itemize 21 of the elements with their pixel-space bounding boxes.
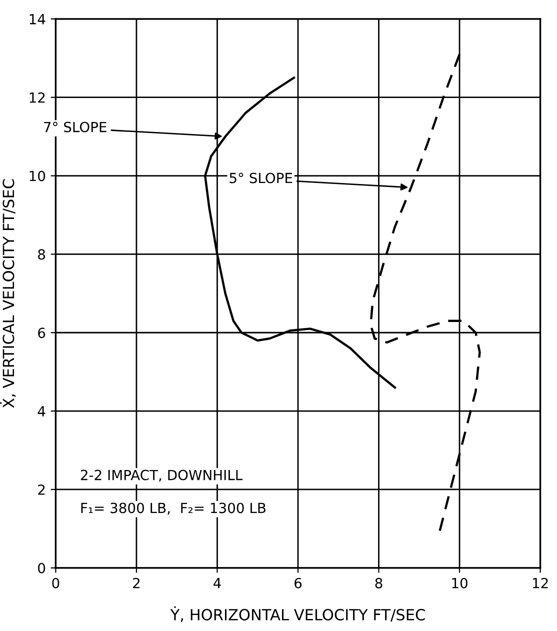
x-tick-label: 6: [294, 578, 302, 588]
y-tick-label: 12: [30, 92, 45, 103]
x-tick-label: 10: [452, 578, 468, 588]
y-tick-label: 8: [38, 249, 46, 260]
x-tick-label: 2: [133, 578, 140, 588]
annotation: F₁= 3800 LB, F₂= 1300 LB: [81, 502, 266, 515]
x-axis-title: Ẏ, HORIZONTAL VELOCITY FT/SEC: [170, 606, 425, 622]
y-axis-title: Ẋ, VERTICAL VELOCITY FT/SEC: [0, 179, 16, 408]
y-tick-label: 10: [30, 170, 46, 182]
text: 7° SLOPE: [44, 122, 106, 132]
text: 5° SLOPE: [230, 172, 292, 184]
y-tick-label: 4: [38, 406, 46, 416]
y-tick-label: 6: [38, 328, 46, 338]
y-tick-label: 2: [38, 484, 45, 495]
y-tick-label: 14: [30, 14, 46, 24]
x-tick-label: 4: [213, 578, 221, 588]
x-tick-label: 0: [52, 578, 60, 588]
x-tick-label: 8: [375, 578, 382, 588]
x-tick-label: 12: [532, 578, 548, 588]
y-tick-label: 0: [38, 562, 46, 574]
annotation: 2-2 IMPACT, DOWNHILL: [80, 470, 243, 482]
